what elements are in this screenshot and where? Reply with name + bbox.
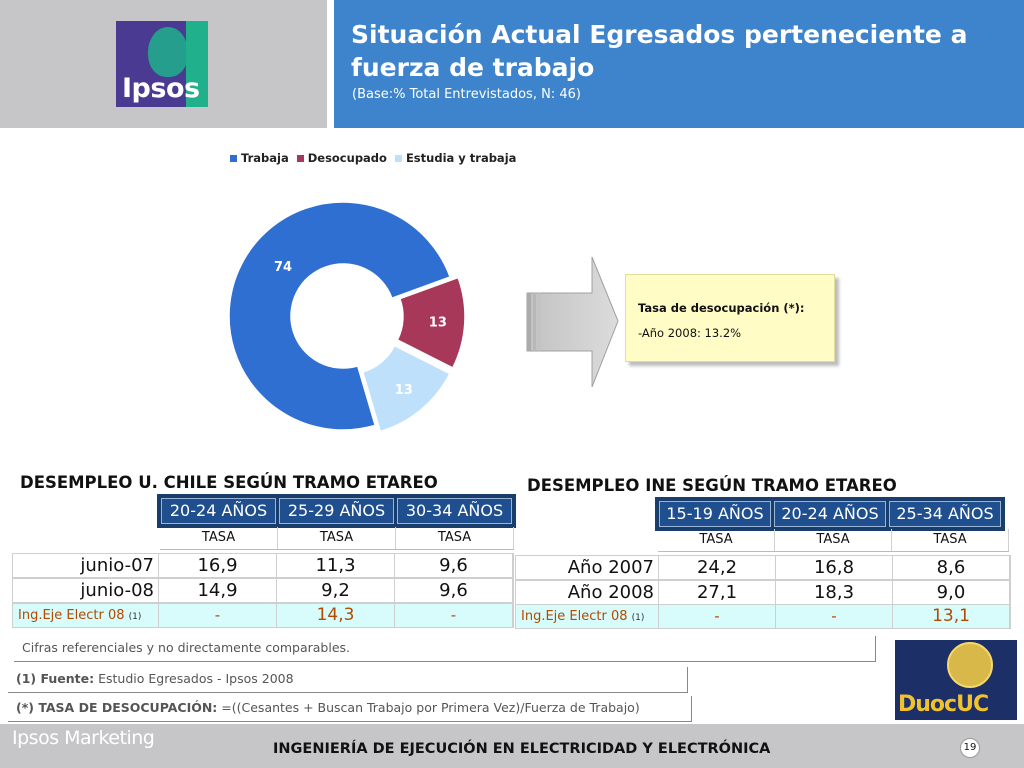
table-cell: 24,2 — [659, 556, 776, 579]
title-line-2: fuerza de trabajo — [351, 53, 595, 82]
ipsos-logo: Ipsos — [116, 21, 208, 107]
legend-swatch — [296, 154, 304, 162]
footer-bar — [0, 724, 1024, 768]
table-cell: - — [159, 604, 277, 627]
table-cell: - — [776, 605, 893, 628]
legend-label: Trabaja — [241, 151, 289, 165]
table-cell: 14,9 — [159, 579, 277, 602]
donut-slice-trabaja — [228, 201, 452, 431]
legend-label: Desocupado — [307, 151, 387, 165]
duoc-seal-icon — [947, 642, 993, 688]
row-label: junio-08 — [13, 579, 159, 602]
col-header: 20-24 AÑOS — [161, 498, 276, 524]
ing-label: Ing.Eje Electr 08 — [18, 608, 125, 623]
table-cell: 14,3 — [277, 604, 395, 627]
col-header: 25-29 AÑOS — [279, 498, 394, 524]
row-label: junio-07 — [13, 554, 159, 577]
donut-chart: 74 13 13 — [228, 201, 466, 433]
right-arrow-icon — [526, 256, 619, 388]
logo-face-icon — [148, 27, 188, 77]
table-cell: 16,9 — [159, 554, 277, 577]
row-label: Año 2007 — [516, 556, 659, 579]
table-cell: 27,1 — [659, 581, 776, 604]
ine-subheader-row: TASA TASA TASA — [658, 529, 1009, 552]
page-number: 19 — [960, 738, 980, 758]
note-line: -Año 2008: 13.2% — [638, 326, 742, 340]
definition-label: (*) TASA DE DESOCUPACIÓN: — [16, 700, 218, 715]
table-row: Año 2007 24,2 16,8 8,6 — [515, 555, 1011, 580]
uchile-table-header: 20-24 AÑOS 25-29 AÑOS 30-34 AÑOS — [157, 494, 516, 528]
table-cell: 16,8 — [776, 556, 893, 579]
ing-ref: (1) — [631, 613, 645, 623]
ing-label: Ing.Eje Electr 08 — [521, 609, 628, 624]
chart-legend: Trabaja Desocupado Estudia y trabaja — [230, 151, 516, 165]
uchile-subheader-row: TASA TASA TASA — [160, 527, 514, 550]
legend-swatch — [394, 154, 402, 162]
unemployment-rate-note: Tasa de desocupación (*): -Año 2008: 13.… — [625, 274, 835, 362]
ing-row: Ing.Eje Electr 08 (1) - - 13,1 — [515, 604, 1011, 629]
definition-text: =((Cesantes + Buscan Trabajo por Primera… — [217, 700, 640, 715]
table-row: junio-07 16,9 11,3 9,6 — [12, 553, 514, 578]
source-note: (1) Fuente: Estudio Egresados - Ipsos 20… — [8, 667, 688, 693]
subheader-cell: TASA — [278, 527, 396, 549]
table-row: junio-08 14,9 9,2 9,6 — [12, 578, 514, 603]
note-title: Tasa de desocupación (*): — [638, 301, 805, 315]
table-cell: - — [395, 604, 513, 627]
page-subtitle: (Base:% Total Entrevistados, N: 46) — [352, 87, 581, 102]
duoc-logo-text: DuocUC — [898, 692, 989, 717]
data-label: 13 — [429, 316, 447, 331]
logo-green-band — [186, 21, 208, 107]
referential-note: Cifras referenciales y no directamente c… — [14, 636, 876, 662]
uchile-table-title: DESEMPLEO U. CHILE SEGÚN TRAMO ETAREO — [20, 473, 438, 492]
table-cell: 9,6 — [395, 579, 513, 602]
table-row: Año 2008 27,1 18,3 9,0 — [515, 580, 1011, 605]
table-cell: 9,0 — [893, 581, 1010, 604]
row-label: Año 2008 — [516, 581, 659, 604]
source-text: Estudio Egresados - Ipsos 2008 — [94, 671, 294, 686]
legend-label: Estudia y trabaja — [405, 151, 517, 165]
footer-program: INGENIERÍA DE EJECUCIÓN EN ELECTRICIDAD … — [273, 741, 771, 757]
ine-table-header: 15-19 AÑOS 20-24 AÑOS 25-34 AÑOS — [655, 497, 1005, 531]
ine-table-title: DESEMPLEO INE SEGÚN TRAMO ETAREO — [527, 476, 897, 495]
subheader-cell: TASA — [658, 529, 775, 551]
table-cell: 13,1 — [893, 605, 1010, 628]
donut-slice-estudia-y-trabaja — [361, 344, 451, 433]
table-cell: 8,6 — [893, 556, 1010, 579]
legend-item-estudia: Estudia y trabaja — [394, 151, 517, 165]
page-title: Situación Actual Egresados perteneciente… — [351, 18, 991, 84]
source-label: (1) Fuente: — [16, 671, 95, 686]
subheader-cell: TASA — [892, 529, 1009, 551]
ing-row: Ing.Eje Electr 08 (1) - 14,3 - — [12, 603, 514, 628]
ing-ref: (1) — [128, 612, 142, 622]
table-cell: 18,3 — [776, 581, 893, 604]
donut-slice-desocupado — [396, 276, 466, 369]
legend-swatch — [230, 154, 237, 162]
col-header: 15-19 AÑOS — [659, 501, 771, 527]
row-label: Ing.Eje Electr 08 (1) — [13, 604, 159, 627]
legend-item-trabaja: Trabaja — [230, 151, 289, 165]
table-cell: 9,6 — [395, 554, 513, 577]
data-label: 74 — [274, 260, 292, 275]
duocuc-logo: DuocUC — [895, 640, 1017, 720]
table-cell: - — [659, 605, 776, 628]
definition-note: (*) TASA DE DESOCUPACIÓN: =((Cesantes + … — [8, 696, 692, 722]
table-cell: 11,3 — [277, 554, 395, 577]
title-line-1: Situación Actual Egresados perteneciente… — [351, 20, 968, 49]
subheader-cell: TASA — [160, 527, 278, 549]
header-title-panel — [334, 0, 1024, 128]
logo-text: Ipsos — [122, 73, 200, 104]
legend-item-desocupado: Desocupado — [296, 151, 387, 165]
col-header: 30-34 AÑOS — [397, 498, 512, 524]
col-header: 20-24 AÑOS — [774, 501, 886, 527]
subheader-cell: TASA — [396, 527, 514, 549]
subheader-cell: TASA — [775, 529, 892, 551]
data-label: 13 — [395, 383, 413, 398]
row-label: Ing.Eje Electr 08 (1) — [516, 605, 659, 628]
footer-brand: Ipsos Marketing — [12, 727, 155, 749]
col-header: 25-34 AÑOS — [889, 501, 1001, 527]
table-cell: 9,2 — [277, 579, 395, 602]
